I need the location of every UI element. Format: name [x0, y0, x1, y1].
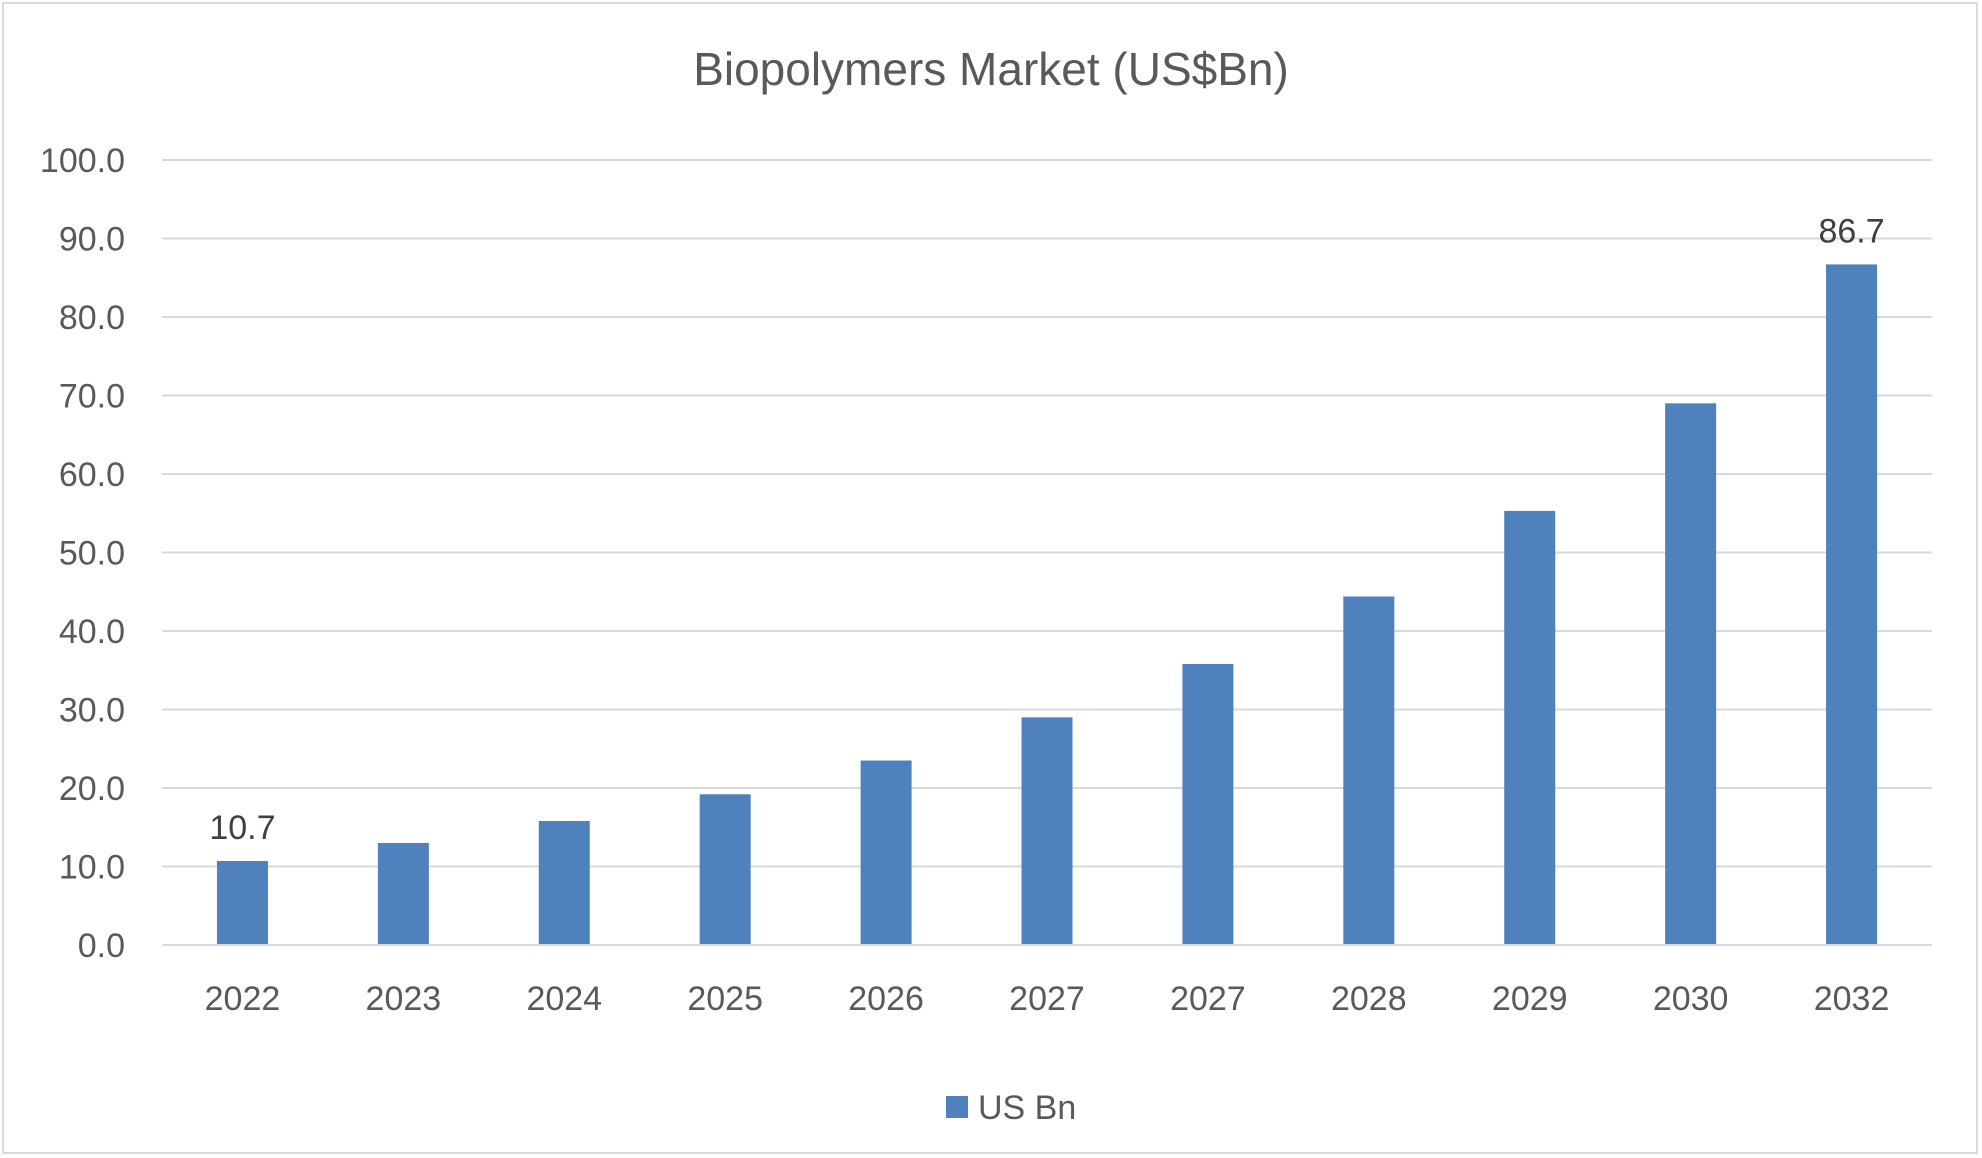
y-tick-label: 20.0: [59, 770, 125, 808]
y-axis-ticks: 0.0 10.0 20.0 30.0 40.0 50.0 60.0 70.0 80.0 90.0 1…: [40, 142, 125, 965]
data-label: 10.7: [209, 809, 275, 847]
bar: [1182, 663, 1234, 945]
x-tick-label: 2028: [1331, 980, 1407, 1018]
y-tick-label: 0.0: [78, 927, 125, 965]
legend-label-us-bn: US Bn: [978, 1089, 1076, 1127]
bar: [538, 820, 590, 945]
x-axis-ticks: 2022 2023 2024 2025 2026 2027 2027 2028 2029 2030…: [205, 980, 1890, 1018]
y-tick-label: 60.0: [59, 456, 125, 494]
bar: [1665, 403, 1717, 946]
x-tick-label: 2030: [1653, 980, 1729, 1018]
bar: [1343, 596, 1395, 945]
data-label: 86.7: [1818, 212, 1884, 250]
bar: [377, 842, 429, 945]
bar: [860, 760, 912, 945]
legend: US Bn: [946, 1089, 1076, 1127]
data-labels: 10.7 86.7: [209, 212, 1884, 847]
y-tick-label: 80.0: [59, 299, 125, 337]
x-tick-label: 2025: [687, 980, 763, 1018]
bar: [216, 861, 268, 945]
bars: [216, 264, 1878, 946]
y-tick-label: 70.0: [59, 378, 125, 416]
bar: [1826, 264, 1878, 945]
legend-swatch-us-bn: [946, 1096, 968, 1118]
y-tick-label: 90.0: [59, 221, 125, 259]
y-tick-label: 40.0: [59, 613, 125, 651]
x-tick-label: 2023: [366, 980, 442, 1018]
x-tick-label: 2029: [1492, 980, 1568, 1018]
x-tick-label: 2027: [1170, 980, 1246, 1018]
gridlines: [162, 159, 1932, 868]
chart-title: Biopolymers Market (US$Bn): [693, 43, 1289, 95]
y-tick-label: 100.0: [40, 142, 125, 180]
y-tick-label: 10.0: [59, 849, 125, 887]
x-tick-label: 2024: [526, 980, 602, 1018]
x-tick-label: 2022: [205, 980, 281, 1018]
x-tick-label: 2027: [1009, 980, 1085, 1018]
bar: [1021, 717, 1073, 945]
x-tick-label: 2026: [848, 980, 924, 1018]
bar: [699, 794, 751, 945]
bar: [1504, 510, 1556, 945]
y-tick-label: 30.0: [59, 692, 125, 730]
y-tick-label: 50.0: [59, 535, 125, 573]
x-tick-label: 2032: [1814, 980, 1890, 1018]
